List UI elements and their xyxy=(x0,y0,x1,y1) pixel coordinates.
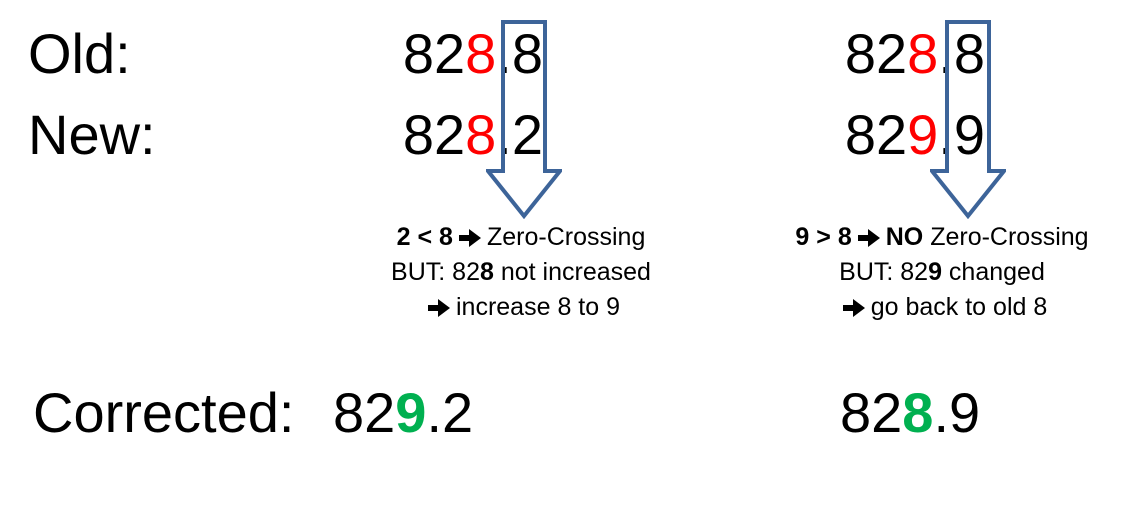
right-corrected-pre-digits: 82 xyxy=(840,381,903,444)
left-note-line-3: increase 8 to 9 xyxy=(361,290,681,325)
right-note-comparison: 9 > 8 xyxy=(795,223,852,251)
right-arrow-icon xyxy=(428,299,450,317)
right-note-but-rest: changed xyxy=(941,258,1045,286)
right-corrected-highlight-digit: 8 xyxy=(902,381,934,444)
right-new-highlight-digit: 9 xyxy=(907,103,939,166)
left-corrected-highlight-digit: 9 xyxy=(395,381,427,444)
right-note-no: NO xyxy=(885,223,924,251)
right-note-line-1: 9 > 8 NO Zero-Crossing xyxy=(777,220,1107,255)
left-corrected-pre-digits: 82 xyxy=(333,381,396,444)
left-note-comparison: 2 < 8 xyxy=(396,223,453,251)
left-old-post-digits: .8 xyxy=(496,22,543,85)
right-arrow-icon xyxy=(458,229,481,247)
old-row-label: Old: xyxy=(28,22,131,85)
right-old-pre-digits: 82 xyxy=(844,22,908,85)
right-new-value: 829.9 xyxy=(800,103,985,167)
left-note-conclusion: Zero-Crossing xyxy=(486,223,646,251)
left-old-pre-digits: 82 xyxy=(402,22,466,85)
left-note-line-1: 2 < 8 Zero-Crossing xyxy=(361,220,681,255)
right-new-post-digits: .9 xyxy=(938,103,985,166)
right-old-highlight-digit: 8 xyxy=(907,22,939,85)
right-old-post-digits: .8 xyxy=(938,22,985,85)
left-note-but-rest: not increased xyxy=(493,258,651,286)
left-old-highlight-digit: 8 xyxy=(465,22,497,85)
right-old-value: 828.8 xyxy=(800,22,985,86)
right-arrow-icon xyxy=(857,229,880,247)
right-note-conclusion: Zero-Crossing xyxy=(930,223,1089,251)
right-note-but-pre: BUT: 82 xyxy=(839,258,929,286)
right-new-pre-digits: 82 xyxy=(844,103,908,166)
corrected-row-label: Corrected: xyxy=(33,381,295,444)
right-note-but-digit: 9 xyxy=(928,258,942,286)
left-note-but-pre: BUT: 82 xyxy=(391,258,480,286)
left-new-pre-digits: 82 xyxy=(402,103,466,166)
right-note-line-3: go back to old 8 xyxy=(777,290,1107,325)
right-note-line-2: BUT: 829 changed xyxy=(777,255,1107,290)
left-corrected-post-digits: .2 xyxy=(426,381,474,444)
left-note: 2 < 8 Zero-Crossing BUT: 828 not increase… xyxy=(361,220,681,325)
left-note-but-digit: 8 xyxy=(479,258,494,286)
left-new-highlight-digit: 8 xyxy=(465,103,497,166)
right-note: 9 > 8 NO Zero-Crossing BUT: 829 changed g… xyxy=(777,220,1107,325)
right-corrected-post-digits: .9 xyxy=(933,381,981,444)
left-note-line-2: BUT: 828 not increased xyxy=(361,255,681,290)
new-row-label: New: xyxy=(28,103,156,166)
left-note-action: increase 8 to 9 xyxy=(456,293,620,321)
right-corrected-value: 828.9 xyxy=(840,381,980,445)
right-note-action: go back to old 8 xyxy=(870,293,1048,321)
left-new-post-digits: .2 xyxy=(496,103,543,166)
left-new-value: 828.2 xyxy=(358,103,543,167)
right-arrow-icon xyxy=(842,299,865,317)
left-old-value: 828.8 xyxy=(358,22,543,86)
left-corrected-value: 829.2 xyxy=(333,381,473,445)
